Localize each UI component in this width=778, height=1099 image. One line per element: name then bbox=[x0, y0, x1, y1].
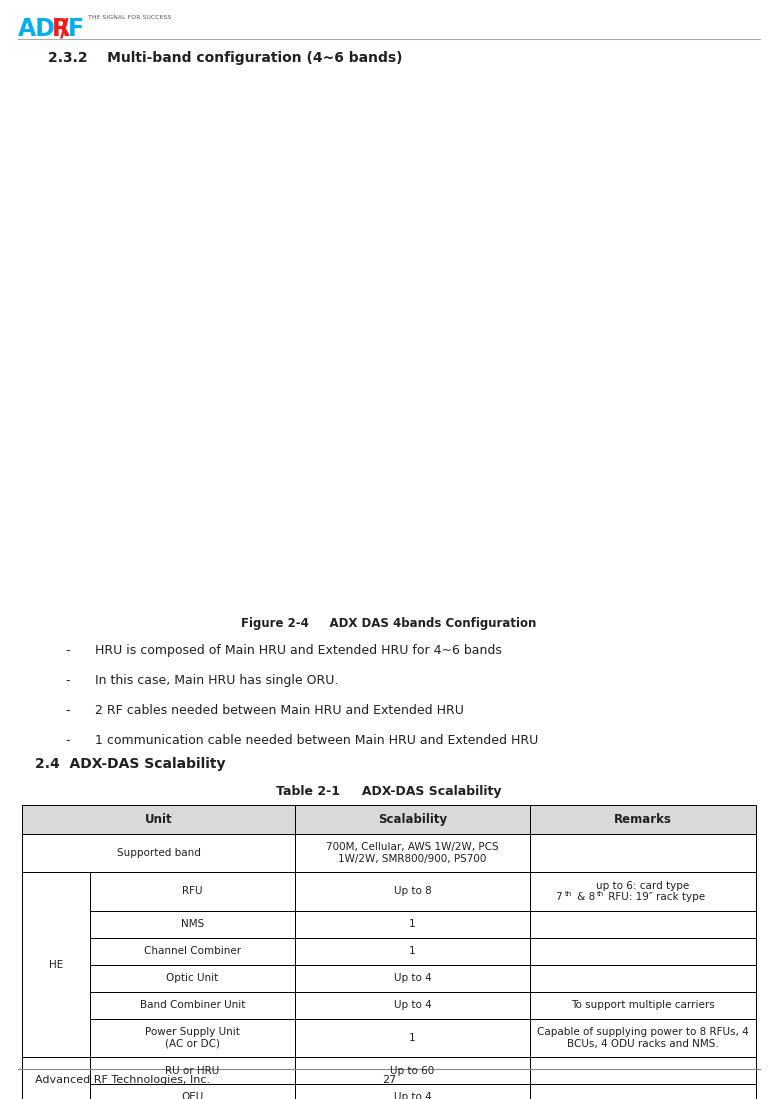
FancyBboxPatch shape bbox=[22, 872, 89, 1057]
FancyBboxPatch shape bbox=[295, 991, 530, 1019]
FancyBboxPatch shape bbox=[22, 833, 295, 872]
FancyBboxPatch shape bbox=[89, 1084, 295, 1099]
Text: Capable of supplying power to 8 RFUs, 4
BCUs, 4 ODU racks and NMS.: Capable of supplying power to 8 RFUs, 4 … bbox=[537, 1026, 749, 1048]
FancyBboxPatch shape bbox=[89, 965, 295, 991]
Text: Optic Unit: Optic Unit bbox=[166, 973, 219, 983]
Text: R: R bbox=[52, 16, 70, 41]
FancyBboxPatch shape bbox=[89, 991, 295, 1019]
Text: Up to 4: Up to 4 bbox=[394, 1092, 431, 1099]
FancyBboxPatch shape bbox=[22, 1057, 89, 1099]
FancyBboxPatch shape bbox=[530, 1019, 756, 1057]
Text: HE: HE bbox=[49, 959, 63, 969]
Text: To support multiple carriers: To support multiple carriers bbox=[571, 1000, 715, 1010]
Text: -: - bbox=[65, 704, 69, 717]
Text: In this case, Main HRU has single ORU.: In this case, Main HRU has single ORU. bbox=[95, 674, 338, 687]
Text: RFU: RFU bbox=[182, 886, 202, 897]
FancyBboxPatch shape bbox=[89, 937, 295, 965]
FancyBboxPatch shape bbox=[530, 965, 756, 991]
Text: OEU: OEU bbox=[181, 1092, 203, 1099]
FancyBboxPatch shape bbox=[22, 804, 295, 833]
FancyBboxPatch shape bbox=[295, 872, 530, 910]
Text: Up to 4: Up to 4 bbox=[394, 973, 431, 983]
Text: AD: AD bbox=[18, 16, 56, 41]
Text: 1: 1 bbox=[409, 919, 415, 929]
Text: -: - bbox=[65, 674, 69, 687]
FancyBboxPatch shape bbox=[530, 937, 756, 965]
Text: THE SIGNAL FOR SUCCESS: THE SIGNAL FOR SUCCESS bbox=[88, 15, 171, 20]
Text: 2.3.2    Multi-band configuration (4~6 bands): 2.3.2 Multi-band configuration (4~6 band… bbox=[48, 51, 402, 65]
Text: Figure 2-4     ADX DAS 4bands Configuration: Figure 2-4 ADX DAS 4bands Configuration bbox=[241, 617, 537, 630]
FancyBboxPatch shape bbox=[295, 804, 530, 833]
Text: Table 2-1     ADX-DAS Scalability: Table 2-1 ADX-DAS Scalability bbox=[276, 785, 502, 798]
FancyBboxPatch shape bbox=[530, 910, 756, 937]
Text: up to 6: card type: up to 6: card type bbox=[597, 880, 689, 891]
FancyBboxPatch shape bbox=[530, 1057, 756, 1084]
Text: 1 communication cable needed between Main HRU and Extended HRU: 1 communication cable needed between Mai… bbox=[95, 734, 538, 747]
Text: Up to 8: Up to 8 bbox=[394, 886, 431, 897]
Text: Remarks: Remarks bbox=[614, 813, 672, 825]
Text: Advanced RF Technologies, Inc.: Advanced RF Technologies, Inc. bbox=[35, 1075, 210, 1085]
Text: RFU: 19″ rack type: RFU: 19″ rack type bbox=[605, 892, 705, 902]
Text: 1: 1 bbox=[409, 1033, 415, 1043]
Text: th: th bbox=[597, 891, 605, 897]
FancyBboxPatch shape bbox=[295, 965, 530, 991]
Text: Up to 60: Up to 60 bbox=[391, 1066, 435, 1076]
FancyBboxPatch shape bbox=[295, 910, 530, 937]
Text: 27: 27 bbox=[382, 1075, 396, 1085]
Text: 2 RF cables needed between Main HRU and Extended HRU: 2 RF cables needed between Main HRU and … bbox=[95, 704, 464, 717]
Text: 7: 7 bbox=[555, 892, 562, 902]
FancyBboxPatch shape bbox=[89, 1057, 295, 1084]
FancyBboxPatch shape bbox=[295, 833, 530, 872]
FancyBboxPatch shape bbox=[530, 1084, 756, 1099]
Text: Band Combiner Unit: Band Combiner Unit bbox=[139, 1000, 245, 1010]
FancyBboxPatch shape bbox=[295, 1019, 530, 1057]
Text: /: / bbox=[59, 16, 68, 41]
Text: -: - bbox=[65, 734, 69, 747]
FancyBboxPatch shape bbox=[530, 991, 756, 1019]
Text: Channel Combiner: Channel Combiner bbox=[144, 946, 241, 956]
FancyBboxPatch shape bbox=[295, 937, 530, 965]
FancyBboxPatch shape bbox=[530, 872, 756, 910]
Text: Unit: Unit bbox=[145, 813, 173, 825]
FancyBboxPatch shape bbox=[89, 1019, 295, 1057]
Text: NMS: NMS bbox=[180, 919, 204, 929]
Text: RU or HRU: RU or HRU bbox=[165, 1066, 219, 1076]
Text: 1: 1 bbox=[409, 946, 415, 956]
Text: Scalability: Scalability bbox=[378, 813, 447, 825]
Text: 2.4  ADX-DAS Scalability: 2.4 ADX-DAS Scalability bbox=[35, 757, 226, 771]
Text: Supported band: Supported band bbox=[117, 847, 201, 857]
Text: F: F bbox=[68, 16, 84, 41]
Text: & 8: & 8 bbox=[574, 892, 595, 902]
FancyBboxPatch shape bbox=[89, 910, 295, 937]
FancyBboxPatch shape bbox=[530, 833, 756, 872]
Text: 700M, Cellular, AWS 1W/2W, PCS
1W/2W, SMR800/900, PS700: 700M, Cellular, AWS 1W/2W, PCS 1W/2W, SM… bbox=[326, 842, 499, 864]
Text: Up to 4: Up to 4 bbox=[394, 1000, 431, 1010]
Text: HRU is composed of Main HRU and Extended HRU for 4~6 bands: HRU is composed of Main HRU and Extended… bbox=[95, 644, 502, 657]
FancyBboxPatch shape bbox=[530, 804, 756, 833]
Text: th: th bbox=[565, 891, 572, 897]
Text: -: - bbox=[65, 644, 69, 657]
FancyBboxPatch shape bbox=[295, 1084, 530, 1099]
FancyBboxPatch shape bbox=[89, 872, 295, 910]
Text: Power Supply Unit
(AC or DC): Power Supply Unit (AC or DC) bbox=[145, 1026, 240, 1048]
FancyBboxPatch shape bbox=[295, 1057, 530, 1084]
